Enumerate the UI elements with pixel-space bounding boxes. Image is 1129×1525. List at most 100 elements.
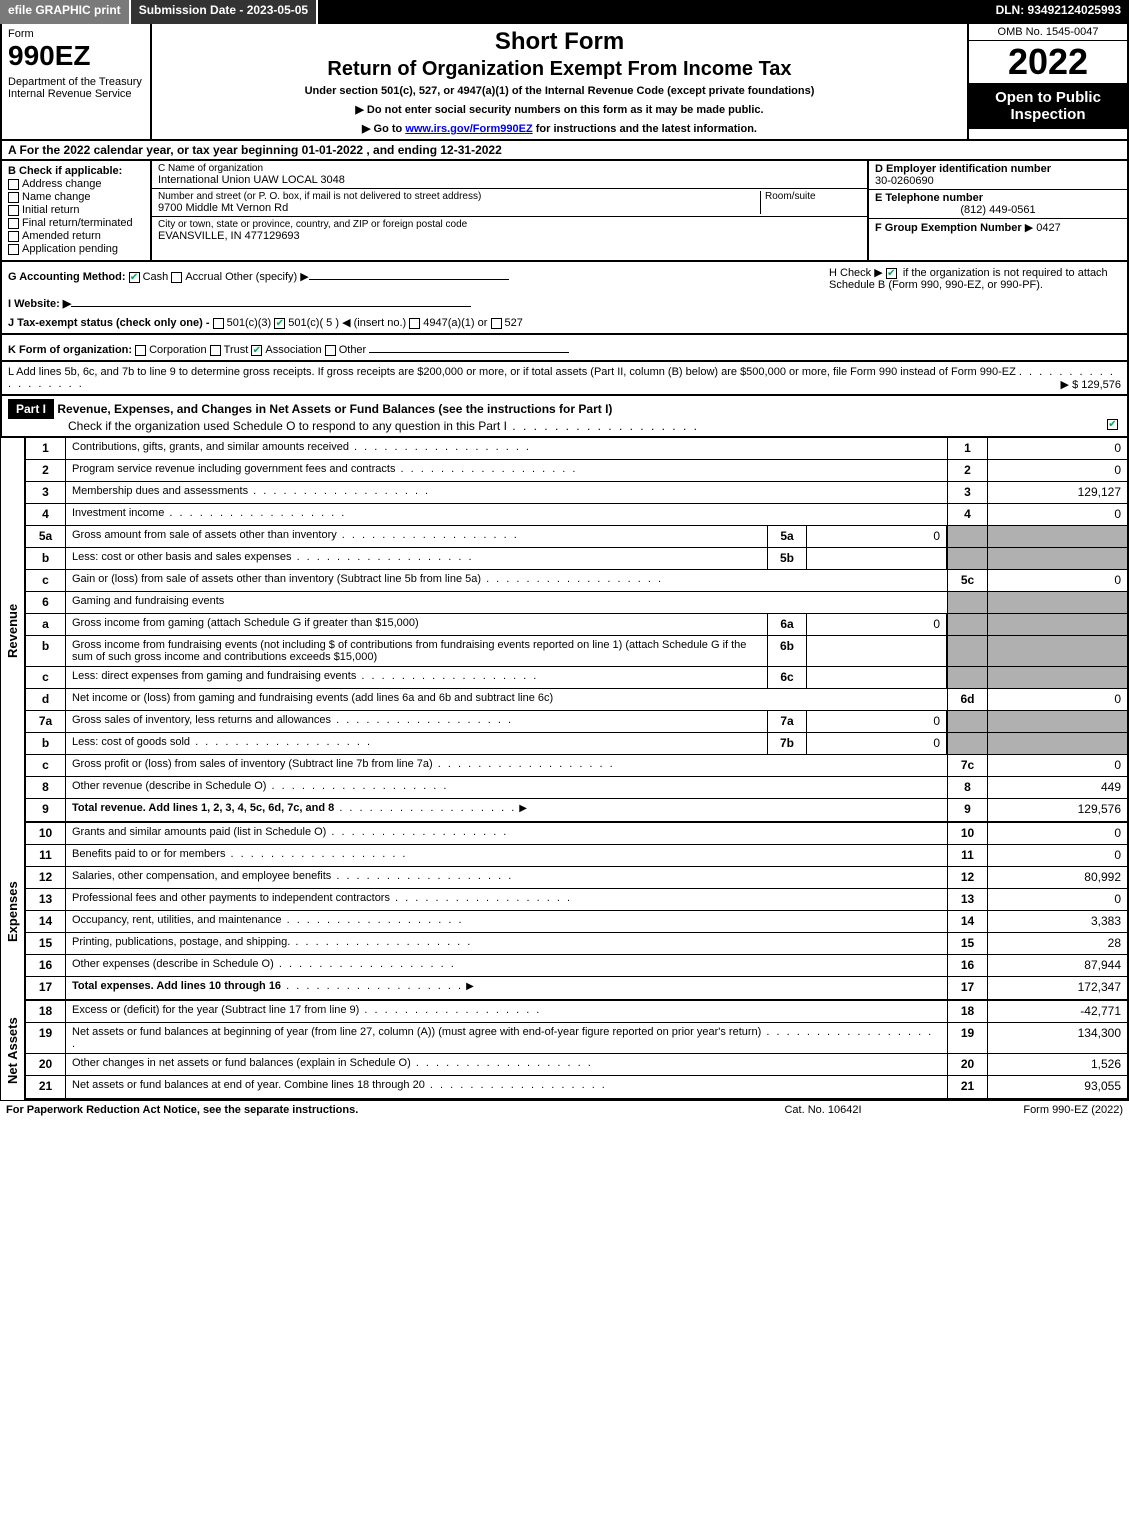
- chk-schedule-b[interactable]: [886, 268, 897, 279]
- line-6b-desc: Gross income from fundraising events (no…: [66, 636, 767, 666]
- line-10-val: 0: [987, 823, 1127, 844]
- street-label: Number and street (or P. O. box, if mail…: [158, 191, 756, 202]
- line-5b-subval: [807, 548, 947, 569]
- line-14-val: 3,383: [987, 911, 1127, 932]
- chk-address-change[interactable]: Address change: [8, 178, 144, 190]
- phone-label: E Telephone number: [875, 192, 1121, 204]
- line-10-num: 10: [26, 823, 66, 844]
- line-8-desc: Other revenue (describe in Schedule O): [66, 777, 947, 798]
- chk-amended-return[interactable]: Amended return: [8, 230, 144, 242]
- line-6b-num: b: [26, 636, 66, 666]
- line-5c-rnum: 5c: [947, 570, 987, 591]
- line-7b-num: b: [26, 733, 66, 754]
- group-exemption-value: ▶ 0427: [1025, 222, 1061, 234]
- website-input[interactable]: [71, 293, 471, 307]
- line-6a-num: a: [26, 614, 66, 635]
- row-l: L Add lines 5b, 6c, and 7b to line 9 to …: [0, 362, 1129, 396]
- chk-trust[interactable]: [210, 345, 221, 356]
- line-7a-sub: 7a: [767, 711, 807, 732]
- line-7c-desc: Gross profit or (loss) from sales of inv…: [66, 755, 947, 776]
- line-5b-rnum: [947, 548, 987, 569]
- line-20-desc: Other changes in net assets or fund bala…: [66, 1054, 947, 1075]
- row-i: I Website: ▶: [8, 293, 821, 310]
- chk-other-org[interactable]: [325, 345, 336, 356]
- side-label-expenses: Expenses: [0, 823, 24, 1001]
- line-5c-val: 0: [987, 570, 1127, 591]
- line-7a-num: 7a: [26, 711, 66, 732]
- chk-initial-return[interactable]: Initial return: [8, 204, 144, 216]
- chk-application-pending[interactable]: Application pending: [8, 243, 144, 255]
- line-17-desc: Total expenses. Add lines 10 through 16: [66, 977, 947, 999]
- under-section-text: Under section 501(c), 527, or 4947(a)(1)…: [160, 85, 959, 97]
- chk-schedule-o[interactable]: [1107, 419, 1118, 430]
- line-7c-num: c: [26, 755, 66, 776]
- chk-527[interactable]: [491, 318, 502, 329]
- line-7a-desc: Gross sales of inventory, less returns a…: [66, 711, 767, 732]
- line-10-desc: Grants and similar amounts paid (list in…: [66, 823, 947, 844]
- opt-501c3: 501(c)(3): [227, 317, 272, 329]
- column-c-org-info: C Name of organization International Uni…: [152, 161, 867, 260]
- other-specify-input[interactable]: [309, 266, 509, 280]
- chk-final-return[interactable]: Final return/terminated: [8, 217, 144, 229]
- line-7a-rval: [987, 711, 1127, 732]
- opt-association: Association: [265, 344, 321, 356]
- line-6c-sub: 6c: [767, 667, 807, 688]
- l-text: L Add lines 5b, 6c, and 7b to line 9 to …: [8, 366, 1016, 378]
- efile-print-button[interactable]: efile GRAPHIC print: [0, 0, 131, 24]
- chk-cash[interactable]: [129, 272, 140, 283]
- side-label-revenue: Revenue: [0, 438, 24, 823]
- line-12-desc: Salaries, other compensation, and employ…: [66, 867, 947, 888]
- org-name-value: International Union UAW LOCAL 3048: [158, 174, 861, 186]
- footer-catalog: Cat. No. 10642I: [723, 1104, 923, 1116]
- line-14-num: 14: [26, 911, 66, 932]
- line-6a-rval: [987, 614, 1127, 635]
- expenses-table: 10Grants and similar amounts paid (list …: [24, 823, 1129, 1001]
- part-1-title: Revenue, Expenses, and Changes in Net As…: [57, 402, 612, 416]
- chk-501c[interactable]: [274, 318, 285, 329]
- line-5b-sub: 5b: [767, 548, 807, 569]
- line-16-val: 87,944: [987, 955, 1127, 976]
- line-7a-rnum: [947, 711, 987, 732]
- irs-link[interactable]: www.irs.gov/Form990EZ: [405, 123, 532, 135]
- line-7b-desc: Less: cost of goods sold: [66, 733, 767, 754]
- line-13-num: 13: [26, 889, 66, 910]
- line-6-desc: Gaming and fundraising events: [66, 592, 947, 613]
- chk-501c3[interactable]: [213, 318, 224, 329]
- street-value: 9700 Middle Mt Vernon Rd: [158, 202, 756, 214]
- line-1-desc: Contributions, gifts, grants, and simila…: [66, 438, 947, 459]
- open-to-public-badge: Open to Public Inspection: [969, 83, 1127, 129]
- dln-label: DLN: 93492124025993: [988, 0, 1129, 24]
- line-16-num: 16: [26, 955, 66, 976]
- other-org-input[interactable]: [369, 339, 569, 353]
- other-label: Other (specify) ▶: [225, 271, 309, 283]
- part-1-check-line: Check if the organization used Schedule …: [68, 419, 507, 433]
- line-4-num: 4: [26, 504, 66, 525]
- line-5a-num: 5a: [26, 526, 66, 547]
- chk-4947[interactable]: [409, 318, 420, 329]
- line-18-num: 18: [26, 1001, 66, 1022]
- line-7b-subval: 0: [807, 733, 947, 754]
- h-text: H Check ▶: [829, 267, 883, 279]
- line-5b-num: b: [26, 548, 66, 569]
- chk-corporation[interactable]: [135, 345, 146, 356]
- line-6a-rnum: [947, 614, 987, 635]
- line-20-val: 1,526: [987, 1054, 1127, 1075]
- line-4-desc: Investment income: [66, 504, 947, 525]
- chk-association[interactable]: [251, 345, 262, 356]
- line-20-num: 20: [26, 1054, 66, 1075]
- line-15-val: 28: [987, 933, 1127, 954]
- chk-accrual[interactable]: [171, 272, 182, 283]
- line-7b-rnum: [947, 733, 987, 754]
- chk-name-change[interactable]: Name change: [8, 191, 144, 203]
- line-13-rnum: 13: [947, 889, 987, 910]
- row-j: J Tax-exempt status (check only one) - 5…: [8, 316, 821, 329]
- line-6d-rnum: 6d: [947, 689, 987, 710]
- line-5c-desc: Gain or (loss) from sale of assets other…: [66, 570, 947, 591]
- line-1-num: 1: [26, 438, 66, 459]
- street-row: Number and street (or P. O. box, if mail…: [152, 189, 867, 217]
- form-header: Form 990EZ Department of the Treasury In…: [0, 24, 1129, 141]
- netassets-table: 18Excess or (deficit) for the year (Subt…: [24, 1001, 1129, 1100]
- part-1-header-row: Part I Revenue, Expenses, and Changes in…: [0, 396, 1129, 438]
- instruction-1: ▶ Do not enter social security numbers o…: [160, 103, 959, 116]
- line-12-num: 12: [26, 867, 66, 888]
